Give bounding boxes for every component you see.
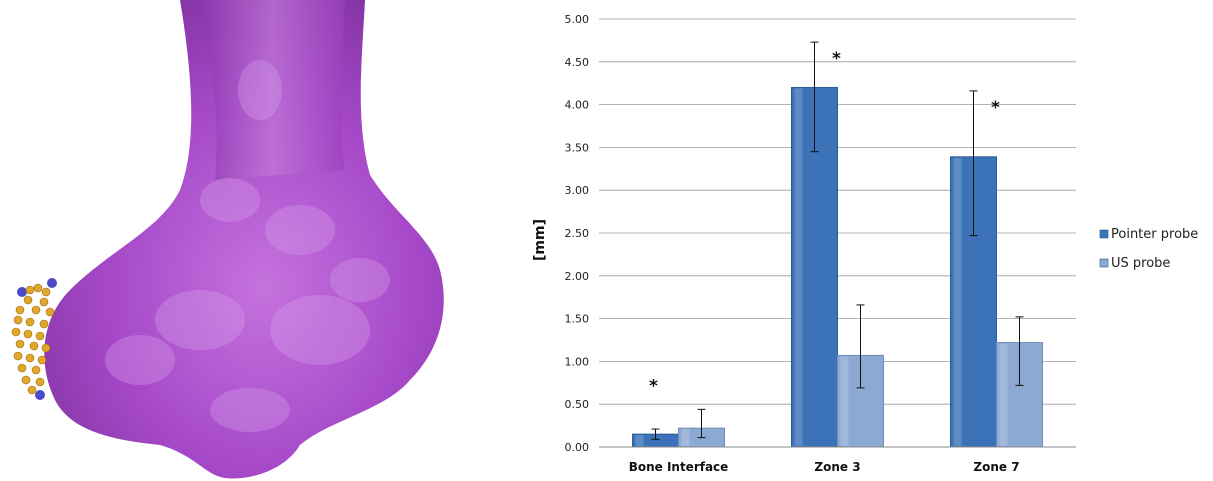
y-tick-label: 0.00	[565, 441, 590, 454]
significance-asterisk: *	[991, 98, 1000, 118]
x-category-label: Zone 3	[814, 460, 860, 474]
bar-highlight	[681, 429, 690, 446]
x-axis-categories: Bone Interface Zone 3 Zone 7	[629, 460, 1020, 474]
y-axis-ticks: 0.00 0.50 1.00 1.50 2.00 2.50 3.00 3.50 4.00 4.50…	[565, 13, 590, 454]
legend-swatch	[1099, 229, 1109, 239]
x-category-label: Zone 7	[973, 460, 1019, 474]
bone-3d-rendering	[11, 0, 444, 479]
y-tick-label: 1.50	[565, 313, 590, 326]
y-tick-label: 2.00	[565, 270, 590, 283]
y-axis-label: [mm]	[532, 219, 548, 261]
significance-asterisk: *	[649, 376, 658, 396]
legend-label: Pointer probe	[1111, 227, 1198, 242]
femur-outline	[44, 0, 444, 479]
fiducial-markers	[11, 278, 57, 400]
bar-highlight	[953, 157, 962, 447]
significance-asterisk: *	[832, 49, 841, 69]
bar-highlight	[840, 356, 849, 446]
bars	[632, 86, 1043, 448]
bar-highlight	[999, 343, 1008, 446]
y-tick-label: 0.50	[565, 398, 590, 411]
x-category-label: Bone Interface	[629, 460, 729, 474]
y-tick-label: 2.50	[565, 227, 590, 240]
error-bars	[651, 41, 1024, 440]
bar-highlight	[794, 88, 803, 446]
bar-chart: 0.00 0.50 1.00 1.50 2.00 2.50 3.00 3.50 4.00 4.50…	[532, 13, 1198, 474]
femur-shaft	[200, 0, 345, 180]
y-tick-label: 4.00	[565, 99, 590, 112]
significance-markers: * * *	[649, 49, 1000, 396]
y-tick-label: 5.00	[565, 13, 590, 26]
legend-label: US probe	[1111, 256, 1170, 271]
y-tick-label: 3.50	[565, 141, 590, 154]
y-tick-label: 1.00	[565, 355, 590, 368]
legend-swatch	[1099, 258, 1109, 268]
y-tick-label: 4.50	[565, 56, 590, 69]
legend: Pointer probe US probe	[1099, 227, 1198, 271]
trabecular-texture	[105, 60, 390, 432]
y-tick-label: 3.00	[565, 184, 590, 197]
bar-highlight	[635, 435, 644, 446]
